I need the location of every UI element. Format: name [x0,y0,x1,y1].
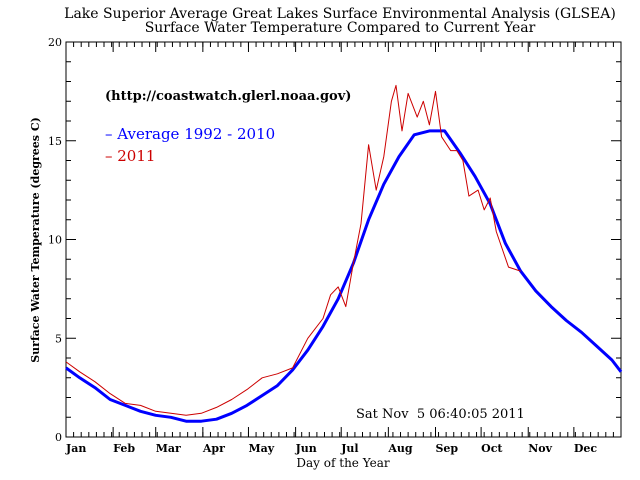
x-tick-labels: Jan Feb Mar Apr May Jun Jul Aug Sep Oct Nov Dec [65,442,597,455]
series-line-2011 [65,84,521,416]
y-axis-label: Surface Water Temperature (degrees C) [29,117,42,363]
x-tick-label: Aug [387,442,413,455]
x-tick-label: May [248,442,274,455]
series-line-average [65,129,623,423]
x-tick-label: Jul [340,442,358,455]
source-url: (http://coastwatch.glerl.noaa.gov) [105,89,351,104]
legend-2011: – 2011 [105,147,155,165]
y-tick-label: 10 [48,234,62,247]
y-tick-label: 20 [48,36,62,49]
axis-ticks [65,41,622,438]
y-tick-label: 5 [55,332,62,345]
x-tick-label: Feb [113,442,135,455]
y-tick-labels: 0 5 10 15 20 [48,36,62,444]
x-tick-label: Sep [435,442,458,455]
x-tick-label: Dec [574,442,598,455]
chart-subtitle: Surface Water Temperature Compared to Cu… [145,20,536,36]
y-tick-label: 15 [48,135,62,148]
x-tick-label: Oct [481,442,503,455]
chart-title: Lake Superior Average Great Lakes Surfac… [64,6,616,22]
timestamp: Sat Nov 5 06:40:05 2011 [356,407,525,422]
x-tick-label: Jun [295,442,317,455]
x-tick-label: Jan [65,442,86,455]
x-tick-label: Nov [528,442,552,455]
x-axis-label: Day of the Year [296,456,389,470]
x-tick-label: Apr [202,442,225,455]
y-tick-label: 0 [55,431,62,444]
x-tick-label: Mar [156,442,181,455]
series-lines [65,84,623,423]
legend-average: – Average 1992 - 2010 [105,125,275,143]
legend: – Average 1992 - 2010 – 2011 [105,125,275,165]
